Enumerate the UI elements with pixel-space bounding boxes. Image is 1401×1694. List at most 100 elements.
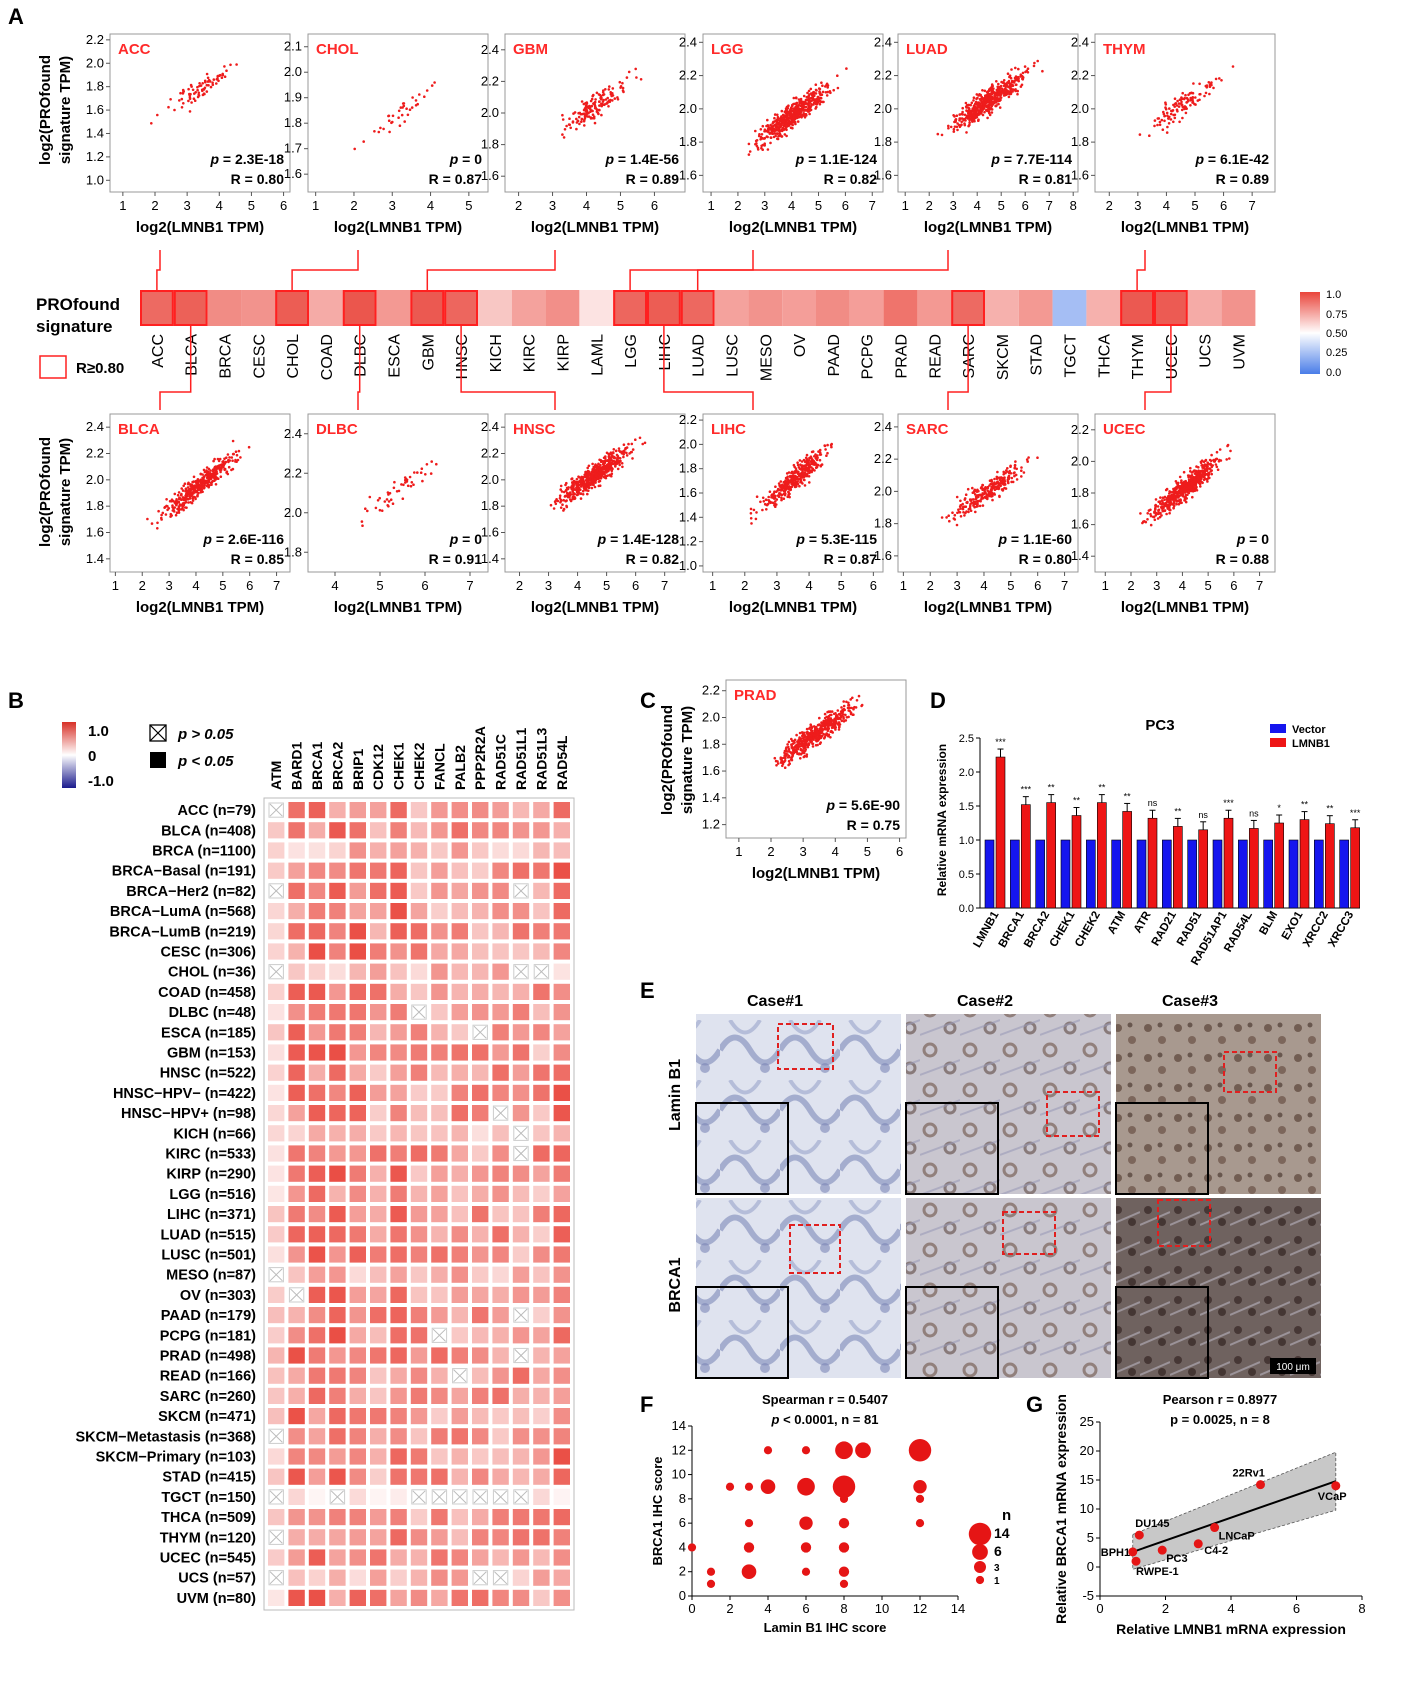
- data-point: [1181, 116, 1184, 120]
- heat-cell: [308, 1125, 326, 1142]
- panel-title: BLCA: [118, 421, 160, 438]
- data-point: [617, 447, 621, 450]
- heat-cell: [553, 983, 570, 1000]
- data-point: [366, 509, 369, 513]
- data-point: [618, 463, 621, 467]
- data-point: [814, 107, 817, 110]
- heat-cell: [472, 842, 489, 859]
- heat-cell: [431, 822, 448, 839]
- x-tick-label: 3: [953, 578, 960, 593]
- heat-cell: [370, 1105, 387, 1122]
- data-point: [591, 462, 594, 466]
- x-tick-label: 5: [376, 578, 383, 593]
- heat-cell: [533, 1488, 550, 1505]
- heat-cell: [349, 1509, 366, 1526]
- data-point: [963, 113, 967, 117]
- row-label: HNSC (n=522): [160, 1066, 256, 1082]
- heat-cell: [533, 1589, 550, 1606]
- data-point: [1209, 462, 1212, 466]
- data-point: [968, 507, 972, 511]
- heat-cell-lgg: [613, 290, 647, 326]
- heat-label: KIRP: [556, 334, 573, 371]
- data-point: [561, 503, 564, 507]
- heat-cell: [553, 1448, 570, 1465]
- data-point: [961, 507, 965, 511]
- heat-cell: [308, 822, 326, 839]
- y-tick-label: 1.6: [1071, 517, 1089, 532]
- r-value: R = 0.80: [231, 171, 285, 187]
- data-point: [801, 464, 804, 467]
- data-point: [590, 481, 593, 485]
- data-point: [205, 466, 209, 469]
- data-point: [610, 459, 614, 463]
- y-tick-label: 1.6: [1071, 167, 1089, 182]
- data-point: [826, 443, 829, 447]
- data-point: [577, 115, 581, 119]
- heat-cell: [410, 1024, 428, 1041]
- data-point: [771, 122, 774, 125]
- y-tick-label: 1.8: [86, 79, 104, 94]
- heat-cell: [268, 1549, 285, 1566]
- heat-cell-read: [917, 290, 952, 326]
- data-point: [226, 453, 230, 456]
- heat-cell: [349, 1004, 366, 1021]
- data-point: [1177, 495, 1180, 499]
- data-point: [164, 513, 168, 516]
- data-point: [621, 81, 624, 85]
- connector-line: [426, 250, 556, 290]
- data-point: [977, 489, 980, 493]
- data-point: [610, 455, 613, 459]
- data-point: [802, 94, 806, 98]
- panel-a-ylabel-bottom: log2(PROfound signature TPM): [37, 437, 74, 547]
- data-point: [989, 92, 993, 96]
- data-point: [171, 509, 175, 512]
- x-tick-label: 6: [651, 198, 658, 213]
- heat-cell: [472, 1084, 489, 1101]
- data-point: [993, 488, 997, 492]
- data-point: [638, 436, 642, 440]
- heat-cell: [451, 1206, 468, 1223]
- heat-cell: [553, 1226, 570, 1243]
- data-point: [965, 131, 968, 134]
- data-point: [988, 484, 991, 487]
- y-tick-label: 1.8: [86, 498, 104, 513]
- y-label-line1: log2(PROfound: [37, 437, 54, 547]
- x-axis-label: log2(LMNB1 TPM): [729, 219, 857, 236]
- p-value-text: = 0: [458, 531, 482, 547]
- heat-cell: [370, 1387, 387, 1404]
- data-point: [965, 106, 968, 109]
- heat-cell: [390, 1044, 407, 1061]
- heat-cell: [533, 1307, 550, 1324]
- data-point: [1195, 485, 1198, 489]
- heat-cell: [370, 1347, 387, 1364]
- panel-letter-a: A: [8, 4, 24, 29]
- data-point: [1180, 481, 1183, 484]
- data-point: [377, 130, 381, 134]
- data-point: [993, 93, 997, 96]
- heat-cell: [553, 1367, 570, 1384]
- heat-cell: [492, 1428, 509, 1445]
- x-tick-label: 4: [980, 578, 987, 593]
- data-point: [800, 460, 804, 463]
- data-point: [1022, 471, 1026, 474]
- y-tick-label: 1.4: [679, 509, 697, 524]
- data-point: [796, 120, 800, 123]
- data-point: [631, 457, 634, 460]
- data-point: [587, 485, 590, 489]
- heat-cell: [492, 802, 509, 819]
- data-point: [798, 467, 802, 471]
- row-label: SKCM−Metastasis (n=368): [75, 1429, 256, 1445]
- row-label: BRCA−LumA (n=568): [110, 904, 256, 920]
- heat-cell: [451, 1569, 468, 1586]
- heat-cell: [268, 822, 285, 839]
- data-point: [616, 98, 620, 101]
- data-point: [802, 114, 806, 117]
- data-point: [996, 88, 1000, 92]
- data-point: [571, 488, 575, 492]
- data-point: [806, 469, 809, 472]
- data-point: [754, 517, 758, 521]
- data-point: [203, 479, 206, 482]
- heat-cell: [553, 802, 570, 819]
